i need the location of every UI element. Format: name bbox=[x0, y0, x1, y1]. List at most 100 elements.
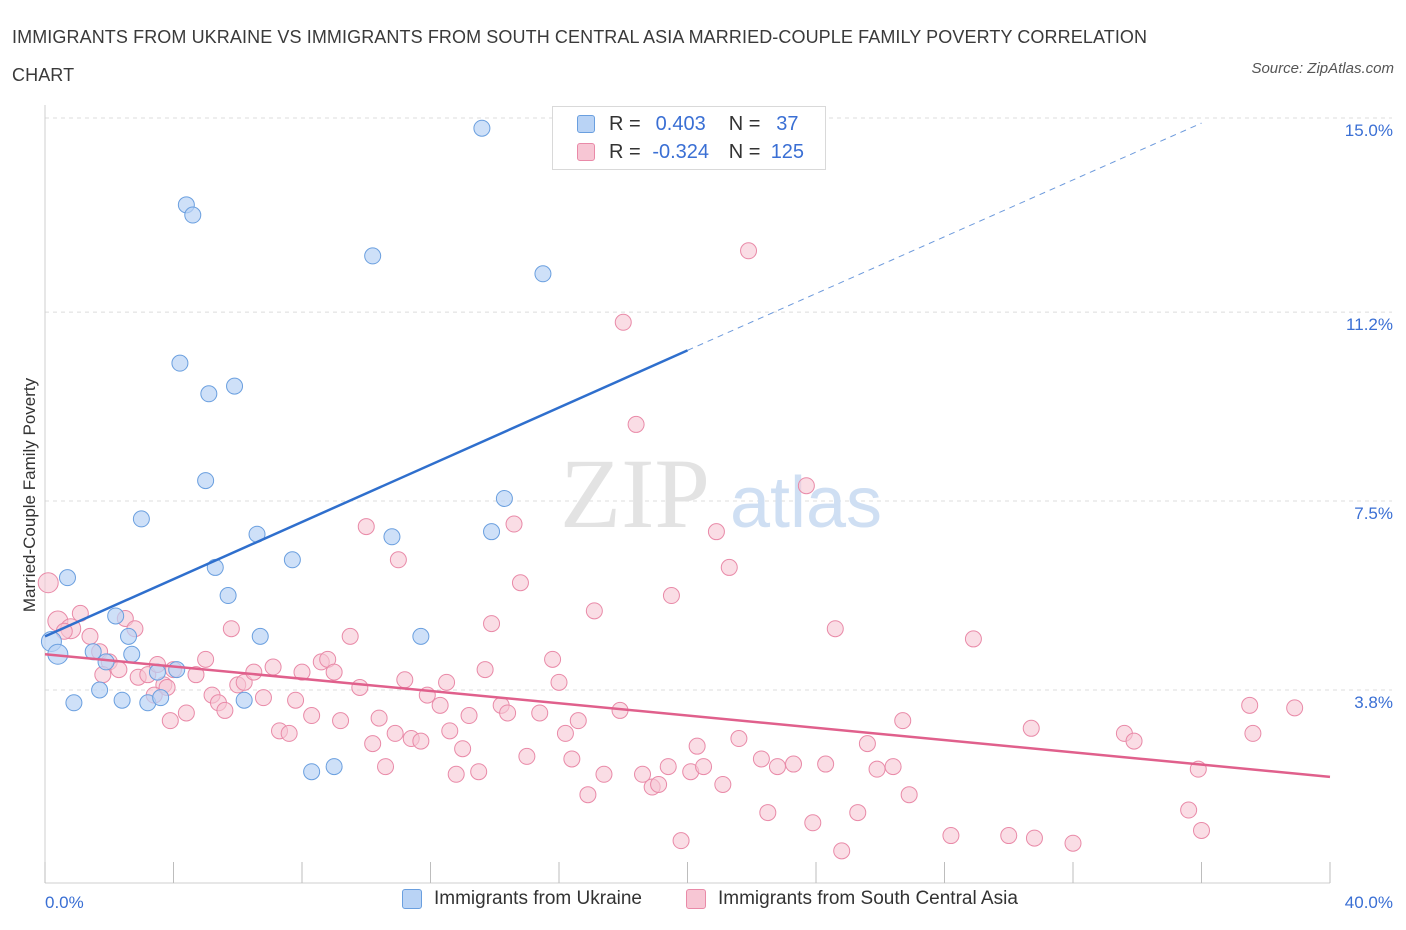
legend-row-asia: R = -0.324 N = 125 bbox=[577, 138, 814, 166]
asia-point bbox=[293, 663, 311, 681]
asia-point bbox=[518, 747, 536, 765]
ukraine-point bbox=[120, 627, 138, 645]
ukraine-point bbox=[495, 489, 513, 507]
asia-point bbox=[942, 827, 960, 845]
asia-point bbox=[797, 477, 815, 495]
asia-point bbox=[222, 620, 240, 638]
asia-point bbox=[177, 704, 195, 722]
asia-n-value: 125 bbox=[770, 140, 805, 163]
asia-point bbox=[412, 732, 430, 750]
asia-point bbox=[569, 712, 587, 730]
axes bbox=[44, 105, 1331, 884]
asia-point bbox=[714, 775, 732, 793]
asia-point bbox=[550, 673, 568, 691]
asia-point bbox=[740, 242, 758, 260]
asia-point bbox=[768, 758, 786, 776]
asia-point bbox=[431, 696, 449, 714]
asia-point bbox=[759, 804, 777, 822]
ukraine-point bbox=[91, 681, 109, 699]
asia-point bbox=[595, 765, 613, 783]
y-tick-label: 11.2% bbox=[1346, 315, 1393, 334]
watermark: ZIP atlas bbox=[560, 438, 882, 549]
asia-point bbox=[1286, 699, 1304, 717]
asia-point bbox=[81, 627, 99, 645]
asia-point bbox=[287, 691, 305, 709]
ukraine-r-label: R = bbox=[609, 112, 641, 135]
ukraine-point bbox=[364, 247, 382, 265]
asia-point bbox=[964, 630, 982, 648]
ukraine-point bbox=[235, 691, 253, 709]
asia-point bbox=[614, 313, 632, 331]
asia-point bbox=[868, 760, 886, 778]
legend-item-asia: Immigrants from South Central Asia bbox=[686, 888, 1018, 910]
asia-point bbox=[364, 735, 382, 753]
asia-point bbox=[1125, 732, 1143, 750]
ukraine-point bbox=[184, 206, 202, 224]
ukraine-point bbox=[107, 607, 125, 625]
asia-point bbox=[499, 704, 517, 722]
ukraine-point bbox=[152, 689, 170, 707]
asia-point bbox=[37, 572, 59, 594]
asia-point bbox=[325, 663, 343, 681]
asia-point bbox=[245, 663, 263, 681]
asia-point bbox=[1022, 719, 1040, 737]
asia-point bbox=[544, 650, 562, 668]
asia-point bbox=[441, 722, 459, 740]
chart-source: Source: ZipAtlas.com bbox=[1251, 60, 1394, 77]
watermark-atlas: atlas bbox=[730, 463, 882, 543]
asia-point bbox=[216, 701, 234, 719]
ukraine-point bbox=[473, 119, 491, 137]
asia-point bbox=[720, 558, 738, 576]
watermark-zip: ZIP bbox=[560, 438, 710, 549]
asia-trend-line bbox=[44, 653, 1331, 779]
ukraine-point bbox=[65, 694, 83, 712]
asia-point bbox=[1025, 829, 1043, 847]
ukraine-point bbox=[226, 377, 244, 395]
legend-asia-label: Immigrants from South Central Asia bbox=[718, 888, 1018, 909]
x-tick-label-min: 0.0% bbox=[45, 893, 84, 912]
ukraine-point bbox=[200, 385, 218, 403]
asia-point bbox=[476, 661, 494, 679]
asia-point bbox=[454, 740, 472, 758]
grid-lines bbox=[45, 117, 1392, 691]
asia-r-value: -0.324 bbox=[652, 140, 710, 163]
asia-point bbox=[634, 765, 652, 783]
asia-point bbox=[370, 709, 388, 727]
asia-point bbox=[161, 712, 179, 730]
asia-point bbox=[752, 750, 770, 768]
asia-point bbox=[662, 587, 680, 605]
asia-point bbox=[627, 415, 645, 433]
asia-point bbox=[730, 730, 748, 748]
legend-ukraine-swatch bbox=[402, 889, 422, 909]
asia-n-label: N = bbox=[728, 140, 761, 163]
asia-point bbox=[884, 758, 902, 776]
asia-point bbox=[659, 758, 677, 776]
asia-point bbox=[804, 814, 822, 832]
chart-title: IMMIGRANTS FROM UKRAINE VS IMMIGRANTS FR… bbox=[12, 27, 1148, 85]
asia-point bbox=[389, 551, 407, 569]
ukraine-swatch bbox=[577, 115, 595, 133]
asia-point bbox=[357, 518, 375, 536]
asia-point bbox=[858, 735, 876, 753]
asia-point bbox=[1000, 827, 1018, 845]
asia-point bbox=[849, 804, 867, 822]
asia-point bbox=[785, 755, 803, 773]
asia-point bbox=[563, 750, 581, 768]
asia-point bbox=[1193, 821, 1210, 839]
asia-swatch bbox=[577, 143, 595, 161]
legend-row-ukraine: R = 0.403 N = 37 bbox=[577, 110, 814, 138]
asia-point bbox=[438, 673, 456, 691]
ukraine-point bbox=[283, 551, 301, 569]
asia-point bbox=[1241, 696, 1259, 714]
asia-point bbox=[280, 724, 298, 742]
ukraine-point bbox=[123, 645, 141, 663]
asia-point bbox=[579, 786, 597, 804]
asia-point bbox=[386, 724, 404, 742]
asia-point bbox=[511, 574, 529, 592]
asia-point bbox=[505, 515, 523, 533]
ukraine-point bbox=[97, 653, 115, 671]
ukraine-point bbox=[325, 758, 343, 776]
asia-point bbox=[460, 707, 478, 725]
asia-point bbox=[1244, 724, 1262, 742]
